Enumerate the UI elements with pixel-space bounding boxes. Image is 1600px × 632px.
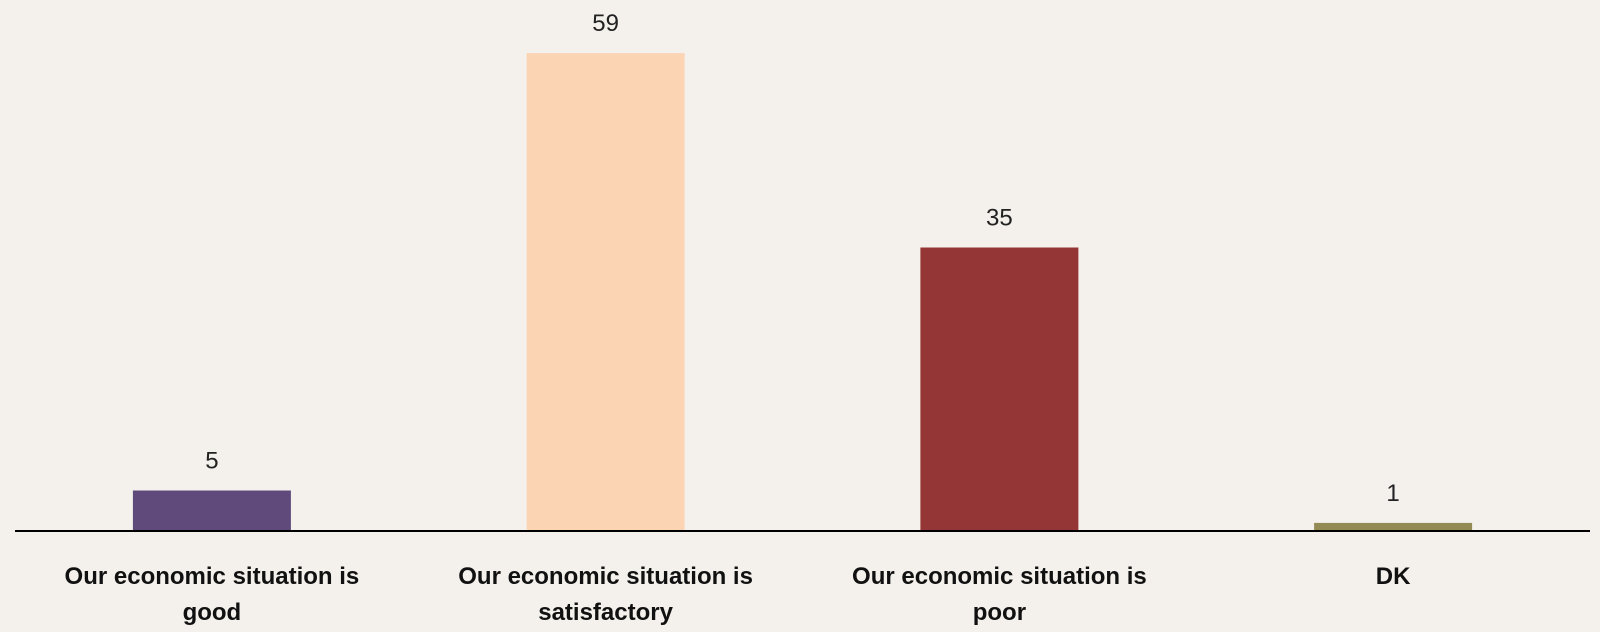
bar-1 — [132, 490, 291, 531]
data-label-4: 1 — [1386, 480, 1399, 507]
data-label-1: 5 — [205, 448, 218, 475]
data-label-3: 35 — [986, 205, 1013, 232]
data-label-2: 59 — [592, 10, 619, 37]
category-label-1-line-1: Our economic situation is — [65, 563, 360, 590]
bar-3 — [920, 247, 1079, 531]
labels-layer: 5 Our economic situation is good 59 Our econ… — [65, 10, 1412, 626]
bar-4 — [1314, 522, 1473, 531]
bar-2 — [526, 53, 685, 531]
category-label-3-line-2: poor — [973, 599, 1026, 626]
category-label-1-line-2: good — [183, 599, 242, 626]
bars-layer — [132, 53, 1473, 531]
category-label-2-line-2: satisfactory — [538, 599, 673, 626]
category-label-3-line-1: Our economic situation is — [852, 563, 1147, 590]
category-label-4: DK — [1376, 563, 1411, 590]
category-label-2-line-1: Our economic situation is — [458, 563, 753, 590]
